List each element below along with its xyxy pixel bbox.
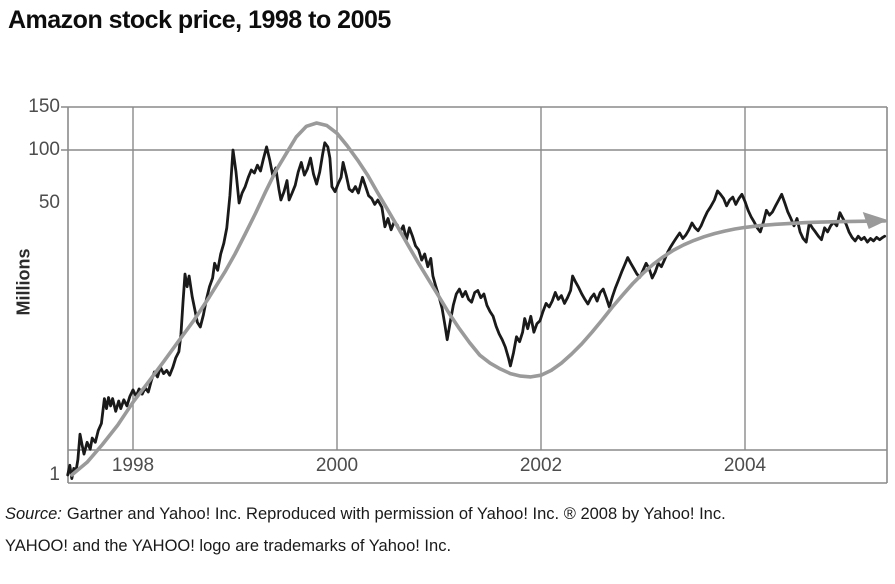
y-tick-label-50: 50	[38, 192, 60, 213]
hype-cycle-line	[70, 121, 887, 477]
page-title: Amazon stock price, 1998 to 2005	[8, 6, 391, 34]
x-tick-label-2004: 2004	[723, 455, 767, 476]
trademark-note: YAHOO! and the YAHOO! logo are trademark…	[5, 537, 452, 555]
y-axis-title: Millions	[13, 248, 34, 316]
hype-curve-arrowhead-icon	[862, 211, 888, 229]
y-tick-label-1: 1	[49, 464, 60, 485]
y-tick-label-150: 150	[28, 96, 60, 117]
x-tick-label-1998: 1998	[111, 455, 155, 476]
x-tick-label-2002: 2002	[519, 455, 563, 476]
source-note: Source: Gartner and Yahoo! Inc. Reproduce…	[5, 505, 726, 524]
y-tick-label-100: 100	[28, 139, 60, 160]
x-tick-label-2000: 2000	[315, 455, 359, 476]
chart-area: Millions 150 100 50 1 1998 2000 2002 2004	[13, 96, 888, 485]
chart-plot	[61, 106, 888, 484]
source-text: Gartner and Yahoo! Inc. Reproduced with …	[66, 505, 726, 523]
amazon-price-line	[66, 141, 887, 481]
source-label: Source:	[5, 505, 62, 523]
